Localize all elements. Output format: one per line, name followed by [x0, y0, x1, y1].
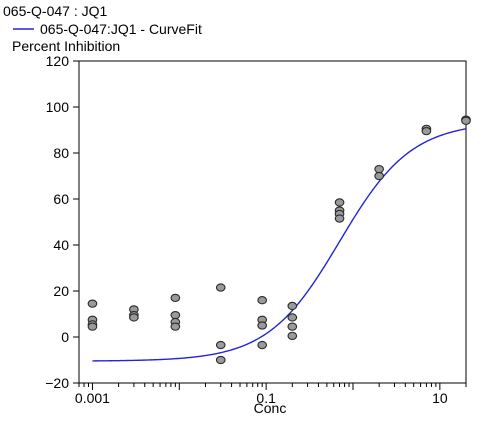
- data-point: [170, 322, 181, 331]
- x-axis-ticks: 0.001 0.1 10: [75, 383, 467, 406]
- data-point: [170, 293, 181, 303]
- data-point: [287, 313, 298, 322]
- y-tick-label: 120: [46, 53, 70, 69]
- data-point: [374, 164, 384, 174]
- data-point: [87, 299, 98, 308]
- y-tick-label: 80: [53, 145, 69, 161]
- data-point: [129, 313, 139, 322]
- plot-area-frame: [78, 60, 467, 384]
- data-point: [287, 331, 298, 340]
- x-axis-label: Conc: [254, 400, 287, 416]
- y-axis-label: Percent Inhibition: [12, 38, 120, 54]
- data-point: [215, 355, 226, 365]
- y-tick-label: 20: [53, 283, 69, 299]
- y-tick-label: −20: [45, 375, 69, 391]
- data-point: [87, 322, 98, 331]
- x-tick-label: 0.001: [75, 390, 110, 406]
- y-axis-ticks: −20 0 20 40 60 80 100 120: [45, 53, 79, 391]
- data-points: [87, 115, 471, 365]
- data-point: [257, 321, 268, 330]
- data-point: [334, 198, 345, 207]
- data-point: [374, 171, 384, 181]
- data-point: [215, 340, 226, 350]
- data-point: [257, 296, 268, 305]
- data-point: [287, 301, 298, 311]
- data-point: [461, 116, 471, 125]
- fit-curve-line: [92, 128, 467, 362]
- data-point: [215, 283, 226, 292]
- chart-title: 065-Q-047 : JQ1: [3, 3, 107, 19]
- data-point: [334, 214, 345, 223]
- y-tick-label: 100: [46, 99, 70, 115]
- legend-entry-curvefit: 065-Q-047:JQ1 - CurveFit: [40, 21, 202, 37]
- data-point: [421, 126, 432, 136]
- y-tick-label: 60: [53, 191, 69, 207]
- data-point: [257, 340, 268, 350]
- x-tick-label: 0.1: [256, 390, 276, 406]
- y-tick-label: 0: [61, 329, 69, 345]
- x-tick-label: 10: [432, 390, 448, 406]
- y-tick-label: 40: [53, 237, 69, 253]
- data-point: [287, 322, 298, 331]
- data-point: [170, 310, 181, 320]
